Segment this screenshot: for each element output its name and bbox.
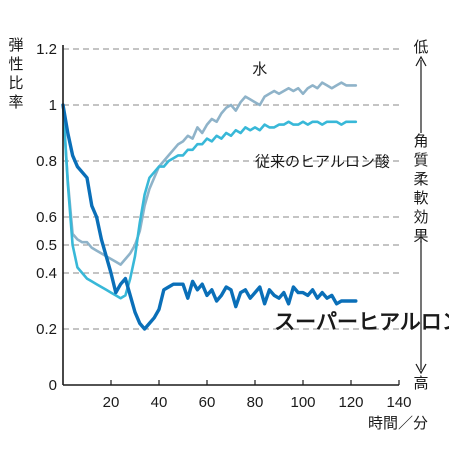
right-axis-title-background <box>412 133 430 241</box>
series-annotation: 水 <box>252 60 267 78</box>
right-axis-title: 角質柔軟効果 <box>413 132 428 245</box>
x-axis-tick-labels: 20 40 60 80 100 120 140 <box>103 380 412 411</box>
series-line <box>61 81 358 266</box>
x-tick-label: 60 <box>199 394 216 411</box>
grid-lines <box>63 48 399 330</box>
series-line <box>61 103 358 331</box>
x-tick-label: 80 <box>247 394 264 411</box>
x-axis-title: 時間／分 <box>368 415 428 432</box>
right-axis-arrow-up-icon <box>415 55 427 67</box>
y-tick-label: 1.2 <box>36 41 57 58</box>
y-tick-label: 0.8 <box>36 153 57 170</box>
series-annotation: スーパーヒアルロン酸 <box>274 310 449 334</box>
series-line <box>61 103 358 300</box>
y-tick-label: 1 <box>49 97 57 114</box>
x-tick-label: 100 <box>290 394 315 411</box>
x-tick-label: 20 <box>103 394 120 411</box>
y-tick-label: 0.6 <box>36 209 57 226</box>
right-axis: 低 高 角質柔軟効果 <box>412 38 430 392</box>
y-tick-label: 0.5 <box>36 237 57 254</box>
y-tick-label: 0.4 <box>36 265 57 282</box>
y-tick-label: 0 <box>49 377 57 394</box>
y-tick-label: 0.2 <box>36 321 57 338</box>
y-axis-tick-labels: 0 0.2 0.4 0.5 0.6 0.8 1 1.2 <box>36 41 57 394</box>
series-annotation: 従来のヒアルロン酸 <box>255 153 390 171</box>
series-annotations: 水従来のヒアルロン酸スーパーヒアルロン酸 <box>252 60 449 334</box>
x-tick-label: 40 <box>151 394 168 411</box>
series-lines <box>61 81 358 331</box>
x-tick-label: 140 <box>386 394 411 411</box>
right-axis-top-label: 低 <box>413 38 428 56</box>
y-axis-title: 弾性比率 <box>8 36 23 111</box>
right-axis-arrow-down-icon <box>415 363 427 375</box>
x-tick-label: 120 <box>338 394 363 411</box>
right-axis-bottom-label: 高 <box>413 374 428 392</box>
